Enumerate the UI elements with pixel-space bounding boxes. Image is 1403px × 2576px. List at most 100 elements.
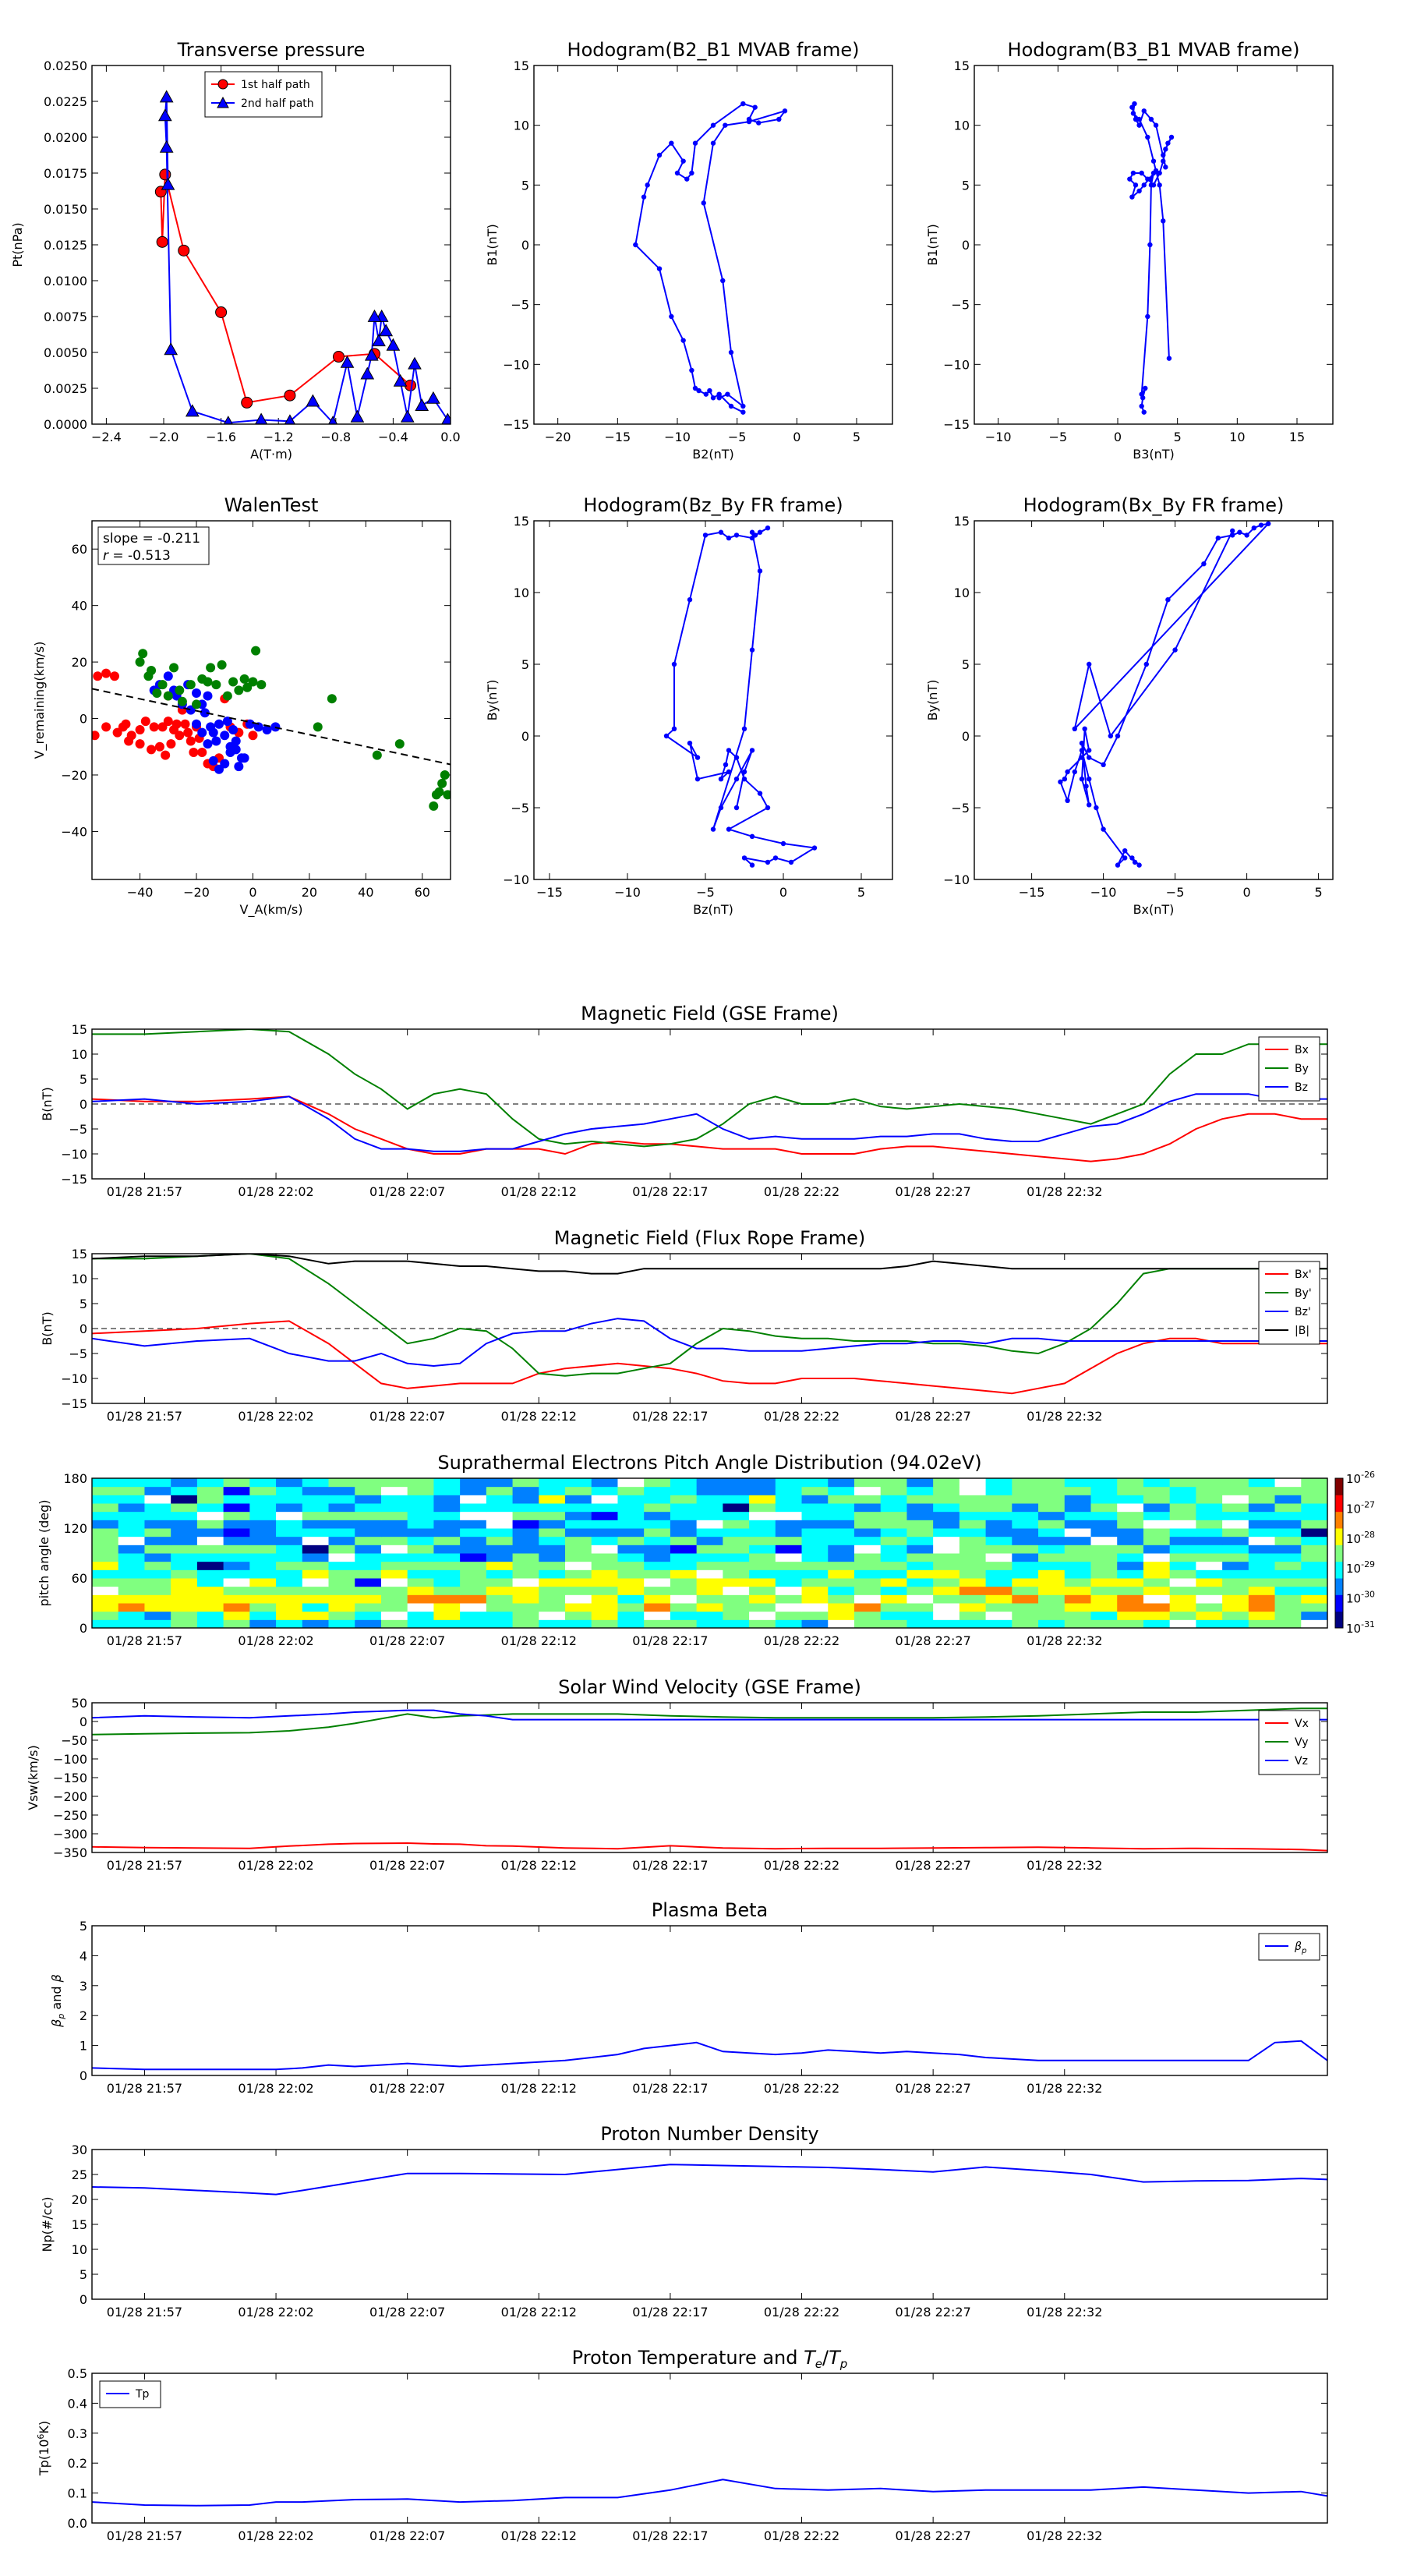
heatmap-cell [959,1511,987,1520]
heatmap-cell [433,1536,461,1545]
heatmap-cell [828,1545,855,1554]
heatmap-cell [1064,1578,1091,1587]
heatmap-cell [1117,1486,1144,1495]
data-point [1094,805,1099,811]
heatmap-cell [1090,1569,1118,1579]
heatmap-cell [1064,1536,1091,1545]
scatter-point-green [192,699,202,709]
scatter-point-red [149,722,159,732]
heatmap-cell [1064,1520,1091,1529]
heatmap-cell [196,1486,224,1495]
heatmap-cell [1222,1536,1249,1545]
x-tick-label: −10 [985,430,1012,444]
y-tick-label: 0.0125 [44,238,87,253]
colorbar-tick-label: 10-30 [1346,1590,1375,1606]
heatmap-cell [433,1578,461,1587]
heatmap-cell [512,1495,539,1504]
heatmap-cell [670,1553,698,1562]
heatmap-cell [1012,1545,1039,1554]
heatmap-cell [249,1611,277,1620]
heatmap-cell [92,1478,119,1488]
heatmap-cell [1248,1503,1276,1513]
x-tick-label: 01/28 22:32 [1027,1409,1102,1424]
y-tick-label: −5 [69,1122,87,1137]
x-tick-label: 01/28 22:12 [501,1409,577,1424]
heatmap-cell [539,1561,566,1570]
y-tick-label: 60 [72,542,87,557]
heatmap-cell [433,1603,461,1612]
y-tick-label: 0.0000 [44,417,87,432]
heatmap-cell [486,1545,514,1554]
heatmap-cell [328,1569,355,1579]
heatmap-cell [828,1619,855,1629]
colorbar-tick-exp: -31 [1361,1619,1375,1629]
data-point [1147,242,1153,248]
colorbar-tick-label: 10-28 [1346,1530,1375,1546]
heatmap-cell [539,1495,566,1504]
data-point [223,416,233,424]
data-point [379,324,394,337]
heatmap-cell [539,1594,566,1604]
data-point [1157,182,1162,188]
heatmap-cell [1222,1561,1249,1570]
data-point [710,122,716,128]
heatmap-cell [1169,1520,1196,1529]
heatmap-cell [196,1528,224,1537]
heatmap-cell [801,1536,829,1545]
heatmap-cell [644,1486,671,1495]
series-line-bz- [92,1318,1327,1368]
heatmap-cell [223,1545,250,1554]
heatmap-cell [512,1503,539,1513]
x-tick-label: 01/28 22:27 [895,1858,970,1873]
heatmap-cell [355,1536,382,1545]
heatmap-cell [1064,1611,1091,1620]
heatmap-cell [985,1486,1012,1495]
heatmap-cell [1169,1503,1196,1513]
data-point [671,726,677,731]
x-tick-label: 01/28 22:27 [895,2305,970,2319]
heatmap-cell [696,1594,723,1604]
heatmap-cell [1196,1611,1223,1620]
data-point [1082,726,1087,731]
y-tick-label: −5 [951,801,970,816]
x-tick-label: −5 [1166,885,1185,900]
heatmap-cell [302,1545,330,1554]
heatmap-cell [486,1586,514,1595]
heatmap-cell [591,1603,618,1612]
heatmap-cell [775,1486,803,1495]
heatmap-cell [1012,1553,1039,1562]
heatmap-cell [355,1553,382,1562]
heatmap-cell [959,1536,987,1545]
heatmap-cell [723,1553,750,1562]
y-axis-label: B(nT) [40,1087,55,1120]
heatmap-cell [1301,1495,1328,1504]
y-tick-label: 0.1 [68,2486,87,2501]
y-tick-label: 4 [80,1948,87,1963]
series-line-vy [92,1707,1327,1736]
scatter-point-green [239,674,249,684]
heatmap-cell [328,1586,355,1595]
data-point [633,242,638,248]
heatmap-cell [512,1603,539,1612]
data-point [1079,741,1085,746]
x-tick-label: 01/28 22:02 [238,1858,313,1873]
y-tick-label: 10 [954,119,970,133]
heatmap-cell [617,1503,645,1513]
y-label-part: β [49,2019,64,2028]
heatmap-cell [1038,1503,1066,1513]
y-tick-label: 180 [63,1471,87,1486]
data-point [663,733,670,739]
heatmap-cell [302,1536,330,1545]
heatmap-cell [144,1511,171,1520]
data-point [772,855,779,861]
heatmap-cell [1117,1603,1144,1612]
heatmap-cell [486,1561,514,1570]
heatmap-cell [985,1511,1012,1520]
data-point [1244,533,1249,538]
x-tick-label: 01/28 22:17 [632,2081,708,2096]
heatmap-cell [1301,1561,1328,1570]
chart-title: Magnetic Field (Flux Rope Frame) [554,1227,865,1249]
y-tick-label: −200 [53,1789,87,1804]
scatter-point-red [186,736,196,746]
heatmap-cell [433,1511,461,1520]
